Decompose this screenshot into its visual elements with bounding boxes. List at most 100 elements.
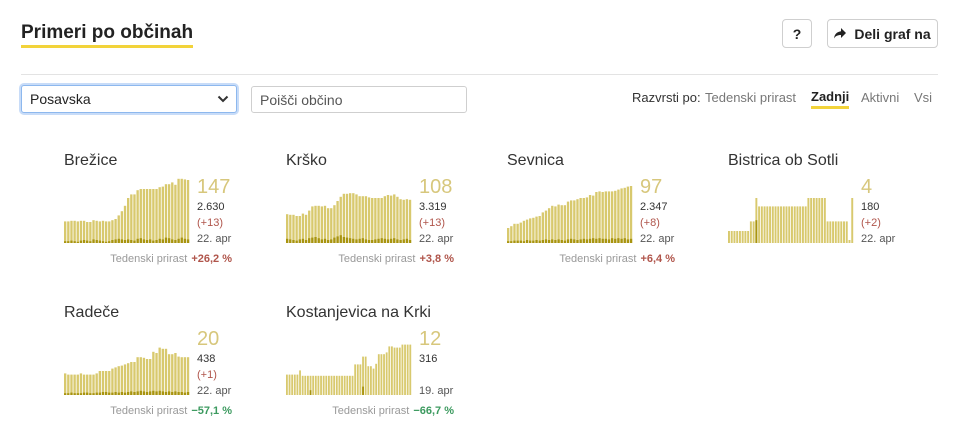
active-bar [82, 220, 86, 243]
weekly-growth: Tedenski prirast −66,7 % [286, 405, 454, 417]
active-bar [114, 219, 117, 243]
weekly-growth-value: +26,2 % [191, 253, 232, 265]
new-cases-bar [89, 393, 92, 395]
new-cases-bar [136, 238, 139, 243]
sort-option-latest[interactable]: Zadnji [811, 90, 850, 109]
new-cases-bar [507, 241, 510, 243]
new-cases-bar [582, 238, 585, 243]
active-bar [626, 186, 630, 243]
active-bar [604, 191, 607, 243]
total-cases: 438 [197, 353, 216, 365]
active-bar [380, 354, 383, 395]
active-bar [167, 354, 171, 395]
active-bar [519, 222, 522, 243]
active-bar [299, 370, 301, 395]
municipality-card[interactable]: Radeče 20 438 (+1) 22. apr Tedenski prirast −5… [64, 304, 264, 439]
new-cases-bar [408, 240, 412, 243]
active-bar [364, 356, 367, 395]
active-bar [812, 198, 815, 243]
active-bar [79, 220, 83, 243]
municipality-name: Brežice [64, 152, 118, 169]
new-cases-bar [396, 239, 399, 243]
sort-option-active[interactable]: Aktivni [861, 90, 900, 105]
active-bar [177, 356, 180, 395]
sort-option-weekly-growth[interactable]: Tedenski prirast [705, 90, 797, 105]
new-cases-bar [171, 239, 174, 243]
active-bar [409, 344, 412, 395]
active-bar [323, 205, 327, 243]
active-bar [345, 193, 349, 243]
new-cases-bar [111, 392, 114, 395]
active-bar [127, 363, 130, 395]
active-bar [320, 206, 323, 243]
active-bar [164, 184, 168, 243]
active-bar [401, 344, 404, 395]
active-bar [133, 362, 136, 395]
municipality-card[interactable]: Sevnica 97 2.347 (+8) 22. apr Tedenski priras… [507, 152, 707, 287]
new-cases-bar [588, 238, 592, 243]
new-cases-bar [333, 237, 336, 243]
active-bar [120, 211, 124, 243]
municipality-card[interactable]: Krško 108 3.319 (+13) 22. apr Tedenski priras… [286, 152, 486, 287]
active-bar [796, 206, 799, 243]
new-cases-bar [617, 238, 620, 243]
new-cases-bar [177, 238, 180, 243]
new-cases-bar [336, 236, 339, 243]
sort-label: Razvrsti po: [632, 90, 701, 105]
help-button[interactable]: ? [782, 19, 812, 48]
active-bar [370, 366, 372, 395]
active-bar [607, 191, 611, 243]
municipality-card[interactable]: Bistrica ob Sotli 4 180 (+2) 22. apr [728, 152, 928, 287]
new-cases-bar [592, 238, 595, 243]
new-cases-bar [358, 238, 361, 243]
daily-change: (+2) [861, 217, 881, 229]
active-bar [777, 206, 780, 243]
active-bar [396, 347, 399, 395]
new-cases-bar [73, 241, 76, 243]
new-cases-bar [286, 238, 289, 243]
active-bar [307, 375, 309, 395]
active-bar [579, 198, 582, 243]
search-input[interactable] [251, 86, 467, 113]
new-cases-bar [576, 240, 579, 243]
active-bar [288, 374, 291, 395]
active-bar [171, 354, 174, 395]
new-cases-bar [317, 238, 320, 243]
active-bar [314, 375, 317, 395]
weekly-growth-value: −57,1 % [191, 405, 232, 417]
active-bar [758, 206, 761, 243]
active-bar [752, 221, 755, 243]
active-bar [114, 367, 117, 395]
new-cases-bar [330, 239, 333, 243]
region-select[interactable]: Posavska [21, 85, 237, 113]
new-cases-bar [82, 392, 86, 395]
total-cases: 2.347 [640, 201, 668, 213]
municipality-card[interactable]: Kostanjevica na Krki 12 316 19. apr Tedenski… [286, 304, 486, 439]
new-cases-bar [167, 391, 171, 395]
municipality-card[interactable]: Brežice 147 2.630 (+13) 22. apr Tedenski prir… [64, 152, 264, 287]
active-bar [733, 231, 736, 243]
active-bar [774, 206, 777, 243]
cases-bar-chart [286, 193, 412, 243]
active-bar [563, 205, 567, 243]
last-update-date: 19. apr [419, 385, 454, 397]
active-bar [623, 187, 626, 243]
cases-bar-chart [64, 178, 190, 243]
active-bar [614, 190, 617, 243]
share-button[interactable]: Deli graf na [827, 19, 938, 48]
sort-option-all[interactable]: Vsi [914, 90, 933, 105]
new-cases-bar [570, 238, 573, 243]
new-cases-bar [510, 241, 513, 243]
active-bar [136, 357, 139, 395]
active-bar [336, 201, 339, 243]
new-cases-bar [73, 393, 76, 395]
share-button-label: Deli graf na [854, 25, 931, 42]
new-cases-bar [171, 392, 174, 395]
new-cases-bar [158, 390, 161, 395]
active-bar [92, 374, 95, 395]
new-cases-bar [352, 238, 355, 243]
new-cases-bar [623, 238, 626, 243]
active-bar [130, 194, 133, 243]
active-bar [117, 366, 120, 395]
active-bar [788, 206, 791, 243]
